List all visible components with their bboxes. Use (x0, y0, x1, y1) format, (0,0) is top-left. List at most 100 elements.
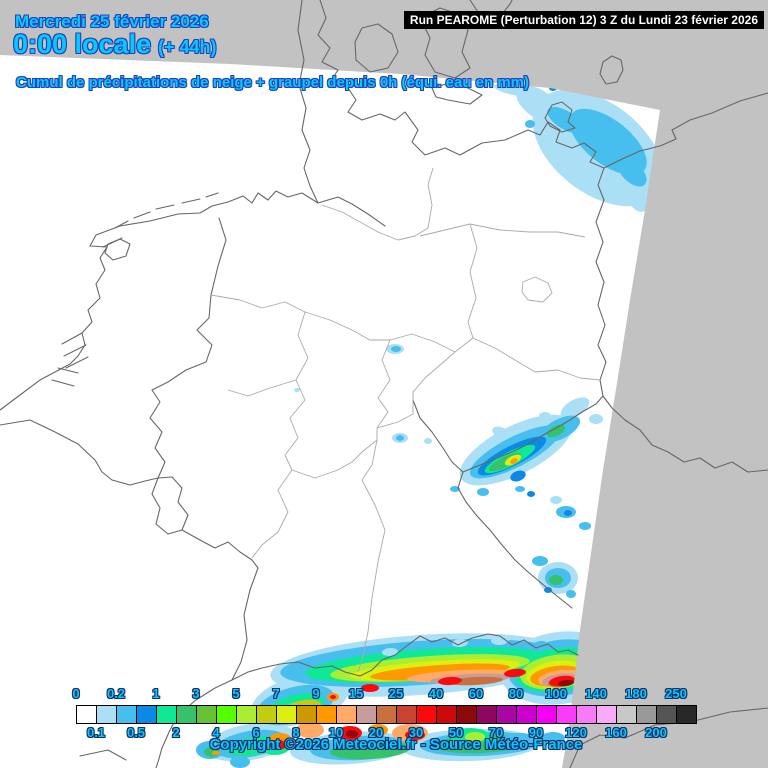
zeeland-delta (51, 332, 89, 387)
legend-tick-label: 3 (192, 686, 200, 701)
precip-blob (438, 676, 462, 686)
nl-de-border (151, 217, 227, 391)
precip-blob (450, 486, 460, 492)
legend-color-box (276, 705, 297, 724)
legend-tick-label: 1 (152, 686, 160, 701)
legend-tick-label: 30 (408, 725, 424, 740)
legend-tick-label: 250 (665, 686, 687, 701)
legend-color-box (156, 705, 177, 724)
legend-tick-label: 5 (232, 686, 240, 701)
legend-tick-label: 90 (528, 725, 544, 740)
st-th-border (412, 337, 474, 400)
precip-blob (579, 522, 591, 530)
precip-blob (494, 83, 546, 97)
legend-tick-label: 60 (468, 686, 484, 701)
jutland-west-coast (297, 0, 319, 204)
legend-tick-label: 20 (368, 725, 384, 740)
forecast-hour-offset: (+ 44h) (158, 37, 217, 57)
north-sea-coast (95, 190, 386, 236)
legend-tick-label: 180 (625, 686, 647, 701)
legend-tick-label: 25 (388, 686, 404, 701)
legend-color-box (496, 705, 517, 724)
he-bw-by-border (291, 428, 378, 479)
forecast-time-label: 0:00 locale (13, 29, 152, 59)
legend-color-box (136, 705, 157, 724)
legend-tick-label: 200 (645, 725, 667, 740)
legend-color-box (576, 705, 597, 724)
legend-tick-label: 0.2 (106, 686, 126, 701)
precip-blob (296, 722, 324, 738)
legend-tick-label: 40 (428, 686, 444, 701)
precip-blob (270, 740, 286, 750)
legend-tick-label: 15 (348, 686, 364, 701)
legend-color-box (656, 705, 677, 724)
legend-color-box (356, 705, 377, 724)
bw-by-border (357, 439, 386, 673)
precip-blob (550, 496, 562, 504)
funen-island (354, 23, 399, 73)
legend-tick-label: 2 (172, 725, 180, 740)
precip-blob (491, 634, 509, 646)
precip-blob (294, 388, 300, 392)
precip-blob (504, 668, 526, 678)
legend-tick-label: 140 (585, 686, 607, 701)
legend-color-box (76, 705, 97, 724)
precip-blob (564, 510, 572, 516)
th-west-border (376, 339, 391, 429)
nrw-rlp-border (227, 379, 297, 397)
legend-color-box (396, 705, 417, 724)
legend-color-box (536, 705, 557, 724)
precip-blob (368, 724, 388, 736)
legend-tick-label: 80 (508, 686, 524, 701)
dutch-coast (0, 234, 108, 411)
legend-color-box (456, 705, 477, 724)
nds-nrw-border (210, 294, 306, 313)
legend-color-box (416, 705, 437, 724)
model-run-banner: Run PEAROME (Perturbation 12) 3 Z du Lun… (403, 11, 764, 29)
legend-color-box (436, 705, 457, 724)
precip-blob (504, 733, 536, 747)
precip-blob (541, 732, 565, 744)
lolland-island (431, 82, 483, 105)
precip-blob (212, 751, 220, 755)
ijsselmeer (104, 238, 131, 261)
luxembourg-border (151, 476, 189, 535)
legend-tick-label: 70 (488, 725, 504, 740)
precip-blob (361, 684, 379, 692)
legend-tick-label: 6 (252, 725, 260, 740)
de-pl-border (595, 167, 607, 397)
precip-blob (525, 120, 535, 128)
legend-color-box (176, 705, 197, 724)
legend-color-box (336, 705, 357, 724)
precip-blob (391, 346, 401, 352)
color-scale-legend: 0 0.1 0.2 0.5 1 2 3 4 5 6 7 8 9 10 15 20 25 30 40 50 60 70 80 9… (72, 686, 697, 740)
sh-elbe-border (321, 204, 429, 241)
legend-tick-label: 0.1 (86, 725, 106, 740)
legend-tick-label: 9 (312, 686, 320, 701)
fr-de-border (181, 529, 259, 681)
legend-color-box (476, 705, 497, 724)
legend-color-box (596, 705, 617, 724)
precip-blob (405, 730, 425, 740)
be-fr-border (0, 419, 159, 486)
legend-tick-label: 0.5 (126, 725, 146, 740)
legend-color-box (636, 705, 657, 724)
rlp-he-border (284, 399, 306, 471)
precip-blob (566, 590, 576, 598)
by-north-border (376, 400, 414, 429)
precip-blob (465, 732, 485, 742)
precip-blob (539, 412, 551, 420)
berlin-border (521, 276, 553, 303)
legend-color-box (236, 705, 257, 724)
legend-tick-label: 8 (292, 725, 300, 740)
precip-blob (230, 756, 250, 768)
precip-blob (533, 640, 547, 650)
nds-st-border (467, 223, 478, 339)
legend-tick-label: 0 (72, 686, 80, 701)
legend-color-box (376, 705, 397, 724)
be-de-border (149, 389, 166, 479)
legend-color-box (196, 705, 217, 724)
